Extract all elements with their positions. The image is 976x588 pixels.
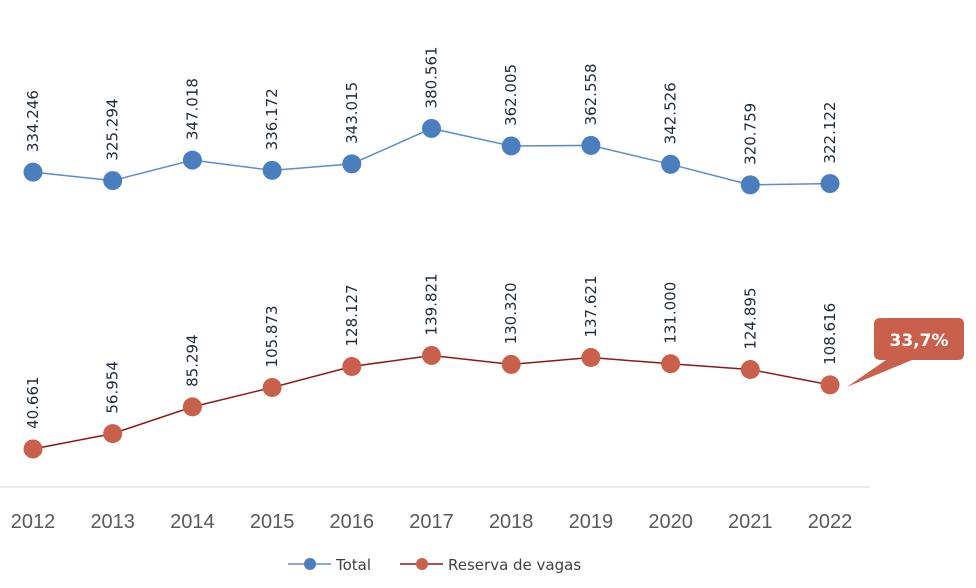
- data-point: [820, 174, 840, 194]
- data-point: [820, 375, 840, 395]
- data-label: 322.122: [821, 102, 839, 164]
- legend: Total Reserva de vagas: [288, 556, 581, 574]
- data-point: [182, 150, 202, 170]
- data-point: [23, 162, 43, 182]
- data-label: 342.526: [662, 82, 680, 144]
- data-point: [661, 154, 681, 174]
- data-point: [581, 135, 601, 155]
- callout: 33,7%: [847, 318, 964, 387]
- data-point: [501, 136, 521, 156]
- x-tick-label: 2020: [648, 511, 693, 533]
- data-label: 85.294: [183, 334, 201, 387]
- callout-bubble: [847, 318, 964, 387]
- legend-marker: [416, 558, 428, 570]
- data-point: [740, 360, 760, 380]
- data-label: 347.018: [183, 78, 201, 140]
- data-label: 325.294: [104, 99, 122, 161]
- series-reserva-de-vagas: 40.661 56.954 85.294 105.873 128.127 139.821 1…: [23, 273, 840, 459]
- data-label: 128.127: [343, 284, 361, 346]
- legend-marker: [304, 558, 316, 570]
- data-point: [342, 356, 362, 376]
- series-line: [32, 354, 831, 450]
- x-tick-label: 2019: [569, 511, 614, 533]
- data-point: [740, 175, 760, 195]
- data-label: 362.558: [582, 63, 600, 125]
- data-point: [103, 171, 123, 191]
- data-point: [422, 118, 441, 138]
- x-tick-label: 2016: [330, 511, 375, 533]
- data-label: 343.015: [343, 82, 361, 144]
- data-label: 56.954: [104, 361, 122, 414]
- data-label: 139.821: [423, 273, 441, 335]
- data-point: [661, 354, 681, 374]
- data-point: [182, 397, 202, 417]
- data-point: [262, 160, 282, 180]
- x-tick-label: 2021: [728, 511, 773, 533]
- data-label: 137.621: [582, 276, 600, 338]
- x-tick-label: 2018: [489, 511, 534, 533]
- legend-label: Total: [335, 556, 371, 574]
- data-point: [422, 345, 441, 365]
- data-label: 336.172: [263, 88, 281, 150]
- data-label: 130.320: [502, 282, 520, 344]
- data-point: [501, 354, 521, 374]
- data-label: 108.616: [821, 303, 839, 365]
- data-point: [262, 377, 282, 397]
- x-tick-label: 2013: [90, 511, 135, 533]
- data-label: 320.759: [741, 103, 759, 165]
- data-label: 131.000: [662, 282, 680, 344]
- data-point: [581, 348, 601, 368]
- data-label: 380.561: [423, 46, 441, 108]
- x-tick-label: 2015: [250, 511, 295, 533]
- x-tick-label: 2012: [11, 511, 56, 533]
- data-label: 334.246: [24, 90, 42, 152]
- callout-text: 33,7%: [890, 331, 949, 351]
- series-total: 334.246 325.294 347.018 336.172 343.015 380.5…: [23, 46, 840, 195]
- data-label: 40.661: [24, 376, 42, 429]
- data-point: [23, 439, 43, 459]
- legend-label: Reserva de vagas: [448, 556, 581, 574]
- x-tick-label: 2017: [409, 511, 454, 533]
- data-label: 105.873: [263, 305, 281, 367]
- data-label: 124.895: [741, 288, 759, 350]
- x-tick-label: 2022: [808, 511, 853, 533]
- data-label: 362.005: [502, 64, 520, 126]
- x-tick-label: 2014: [170, 511, 215, 533]
- data-point: [103, 424, 123, 444]
- data-point: [342, 154, 362, 174]
